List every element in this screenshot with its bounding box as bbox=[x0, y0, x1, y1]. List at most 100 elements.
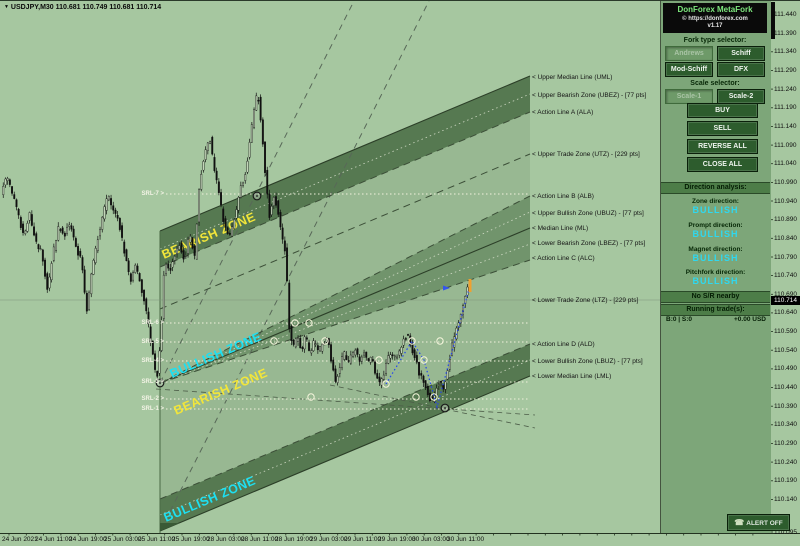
candle-body bbox=[292, 339, 295, 345]
candle-body bbox=[132, 272, 135, 281]
candle-body bbox=[105, 198, 108, 211]
candle-body bbox=[301, 347, 304, 350]
candle-body bbox=[341, 356, 343, 368]
candle-body bbox=[294, 338, 297, 348]
candle-body bbox=[424, 380, 427, 389]
price-axis-label: 110.740 bbox=[774, 272, 798, 280]
candle-body bbox=[217, 181, 220, 193]
scale-button-scale-2[interactable]: Scale-2 bbox=[717, 89, 765, 104]
candle-body bbox=[321, 343, 324, 352]
candle-body bbox=[400, 347, 403, 354]
time-axis-label: 30 Jun 11:00 bbox=[447, 536, 485, 543]
candle-body bbox=[407, 334, 409, 336]
candle-body bbox=[165, 263, 168, 274]
candle-body bbox=[162, 274, 165, 319]
sell-button[interactable]: SELL bbox=[687, 121, 758, 136]
price-axis-label: 111.140 bbox=[774, 122, 797, 130]
candle-body bbox=[352, 351, 354, 357]
reverse-all-button[interactable]: REVERSE ALL bbox=[687, 139, 758, 154]
fork-line-alb bbox=[159, 195, 531, 384]
candle-body bbox=[193, 245, 196, 256]
candle-body bbox=[413, 349, 416, 358]
fork-line-label: < Upper Trade Zone (UTZ) - [229 pts] bbox=[532, 151, 640, 158]
candle-body bbox=[90, 273, 93, 295]
candle-body bbox=[145, 298, 148, 312]
candle-body bbox=[154, 353, 157, 370]
candle-body bbox=[277, 200, 280, 215]
panel-copyright-link[interactable]: © https://donforex.com bbox=[682, 16, 748, 22]
direction-value: BULLISH bbox=[692, 229, 739, 239]
fork-type-button-andrews[interactable]: Andrews bbox=[665, 46, 713, 61]
candle-body bbox=[290, 325, 293, 342]
candle-body bbox=[173, 255, 176, 261]
price-axis-label: 111.440 bbox=[774, 11, 797, 18]
alert-off-button[interactable]: ☎ ALERT OFF bbox=[727, 514, 790, 531]
fork-type-button-schiff[interactable]: Schiff bbox=[717, 46, 765, 61]
price-axis-label: 110.940 bbox=[774, 197, 798, 205]
candle-body bbox=[330, 344, 332, 362]
fork-type-button-mod-schiff[interactable]: Mod-Schiff bbox=[665, 62, 713, 77]
direction-value: BULLISH bbox=[692, 205, 739, 215]
candle-body bbox=[325, 338, 328, 343]
candle-body bbox=[134, 264, 137, 273]
candle-body bbox=[118, 217, 121, 230]
buy-button[interactable]: BUY bbox=[687, 103, 758, 118]
candle-body bbox=[299, 338, 302, 349]
close-all-button[interactable]: CLOSE ALL bbox=[687, 157, 758, 172]
candle-body bbox=[63, 232, 66, 237]
time-axis-label: 28 Jun 19:00 bbox=[275, 536, 313, 543]
candle-body bbox=[404, 338, 407, 340]
candle-body bbox=[22, 223, 24, 233]
candle-body bbox=[182, 250, 185, 260]
srl-level-label: SRL-5 > bbox=[141, 338, 164, 345]
candle-body bbox=[107, 195, 110, 201]
candle-body bbox=[347, 360, 350, 362]
candle-body bbox=[396, 356, 398, 359]
candle-body bbox=[305, 337, 308, 340]
candle-body bbox=[180, 242, 183, 253]
swing-point-circle bbox=[430, 393, 438, 401]
srl-level-label: SRL-3 > bbox=[141, 378, 164, 385]
candle-body bbox=[437, 384, 440, 386]
chart-dropdown-icon[interactable]: ▼ bbox=[4, 4, 9, 10]
candle-body bbox=[389, 354, 392, 359]
price-axis-label: 110.540 bbox=[774, 346, 798, 354]
srl-level-label: SRL-1 > bbox=[141, 405, 164, 412]
candle-body bbox=[343, 351, 346, 360]
candle-body bbox=[81, 257, 84, 271]
candle-body bbox=[66, 226, 69, 234]
time-axis-label: 25 Jun 19:00 bbox=[172, 536, 210, 543]
candle-body bbox=[336, 376, 339, 383]
sr-status-strip: No S/R nearby bbox=[661, 291, 770, 303]
price-axis-label: 110.690 bbox=[774, 290, 798, 298]
candle-body bbox=[283, 240, 286, 252]
candle-body bbox=[226, 227, 229, 234]
candle-body bbox=[319, 346, 321, 352]
candle-body bbox=[457, 322, 460, 328]
candle-body bbox=[24, 230, 27, 234]
fork-line-label: < Action Line D (ALD) bbox=[532, 341, 595, 348]
candle-body bbox=[85, 293, 88, 312]
candle-body bbox=[61, 227, 64, 234]
fork-line-label: < Action Line B (ALB) bbox=[532, 193, 594, 200]
price-axis-label: 110.490 bbox=[774, 365, 798, 373]
fork-type-button-dfx[interactable]: DFX bbox=[717, 62, 765, 77]
candle-body bbox=[211, 136, 214, 155]
trades-buy-sell-count: B:0 | S:0 bbox=[666, 316, 693, 323]
scale-button-scale-1[interactable]: Scale-1 bbox=[665, 89, 713, 104]
candle-body bbox=[140, 279, 143, 293]
time-axis-label: 30 Jun 03:00 bbox=[412, 536, 450, 543]
scale-selector-label: Scale selector: bbox=[690, 80, 740, 87]
candle-body bbox=[415, 355, 418, 363]
candle-body bbox=[215, 170, 218, 181]
candle-body bbox=[363, 352, 365, 356]
candle-body bbox=[250, 124, 253, 143]
price-axis-label: 110.590 bbox=[774, 328, 798, 336]
candle-body bbox=[222, 208, 225, 222]
candle-body bbox=[74, 238, 77, 247]
candle-body bbox=[259, 96, 262, 121]
swing-point-circle bbox=[291, 319, 299, 327]
candle-body bbox=[220, 192, 223, 206]
candle-body bbox=[33, 226, 35, 236]
